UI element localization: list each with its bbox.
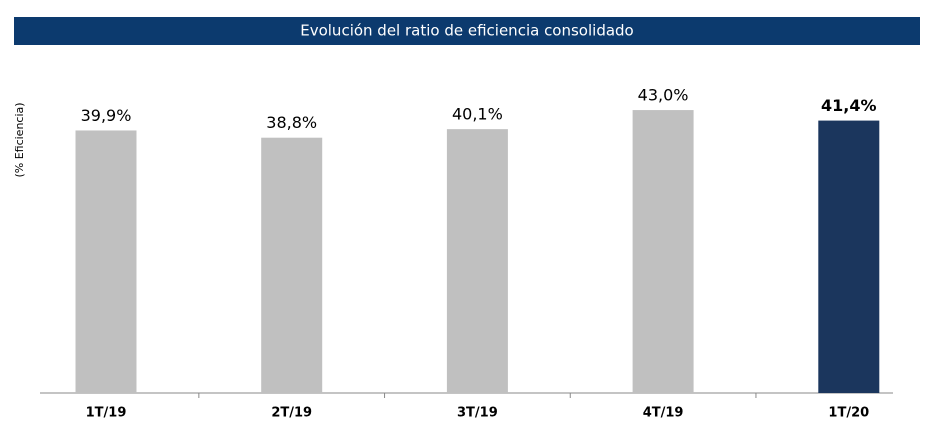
value-label: 43,0% — [638, 86, 689, 105]
bar — [446, 129, 508, 393]
chart-title: Evolución del ratio de eficiencia consol… — [300, 22, 634, 40]
bar — [632, 110, 694, 393]
y-axis-label: (% Eficiencia) — [13, 102, 26, 177]
bar — [75, 130, 137, 393]
x-tick-label: 4T/19 — [643, 406, 684, 421]
title-banner — [14, 17, 920, 45]
x-tick-label: 2T/19 — [271, 406, 312, 421]
value-label: 40,1% — [452, 105, 503, 124]
value-label: 38,8% — [266, 113, 317, 132]
bar — [261, 137, 323, 393]
value-label: 39,9% — [81, 106, 132, 125]
x-tick-label: 1T/19 — [86, 406, 127, 421]
x-tick-label: 3T/19 — [457, 406, 498, 421]
x-tick-label: 1T/20 — [828, 406, 869, 421]
bar — [818, 120, 880, 393]
value-label: 41,4% — [821, 96, 877, 115]
